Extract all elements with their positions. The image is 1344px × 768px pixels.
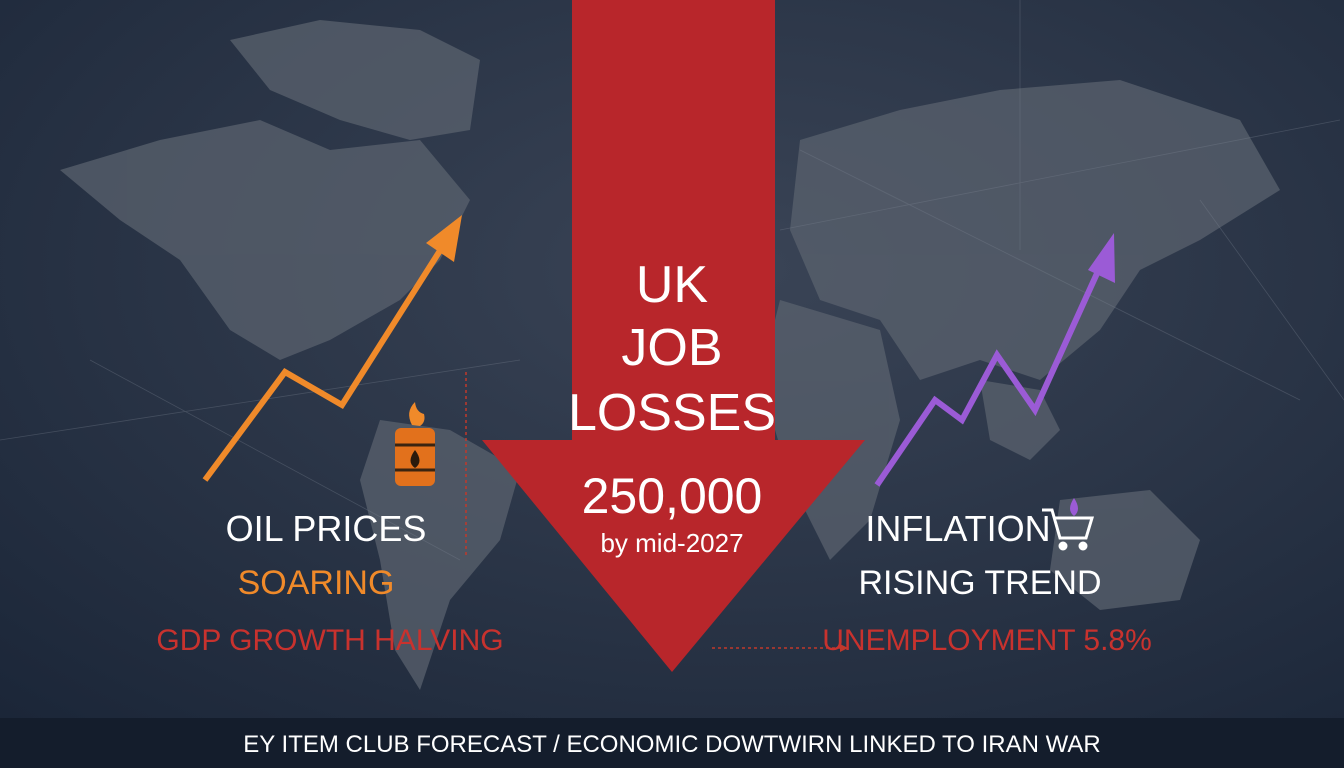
inflation-trend-arrow (874, 256, 1107, 487)
cart-icon (1042, 498, 1095, 551)
headline-line: JOB (621, 319, 722, 377)
right-panel: INFLATION RISING TREND UNEMPLOYMENT 5.8% (822, 508, 1152, 657)
oil-trend-arrow (202, 236, 451, 482)
headline-figure: 250,000 (582, 468, 763, 524)
oil-arrowhead (426, 215, 462, 262)
panel-label: INFLATION (865, 508, 1050, 549)
connector-head (840, 644, 848, 652)
inflation-arrowhead (1088, 233, 1115, 283)
oil-barrel-icon (395, 402, 435, 486)
headline: UK JOB LOSSES 250,000 by mid-2027 (568, 256, 776, 558)
panel-status: SOARING (238, 564, 395, 602)
down-arrow (482, 0, 865, 672)
footer-text: EY ITEM CLUB FORECAST / ECONOMIC DOWTWIR… (243, 731, 1100, 758)
footer-bar (0, 718, 1344, 768)
headline-line: UK (636, 256, 709, 314)
panel-note: GDP GROWTH HALVING (156, 624, 503, 657)
left-panel: OIL PRICES SOARING GDP GROWTH HALVING (156, 508, 503, 657)
panel-status: RISING TREND (858, 564, 1101, 602)
world-map (60, 20, 1280, 690)
panel-label: OIL PRICES (226, 508, 427, 549)
headline-line: LOSSES (568, 384, 776, 442)
panel-note: UNEMPLOYMENT 5.8% (822, 624, 1152, 657)
headline-timeframe: by mid-2027 (600, 528, 743, 558)
network-lines (0, 0, 1344, 561)
